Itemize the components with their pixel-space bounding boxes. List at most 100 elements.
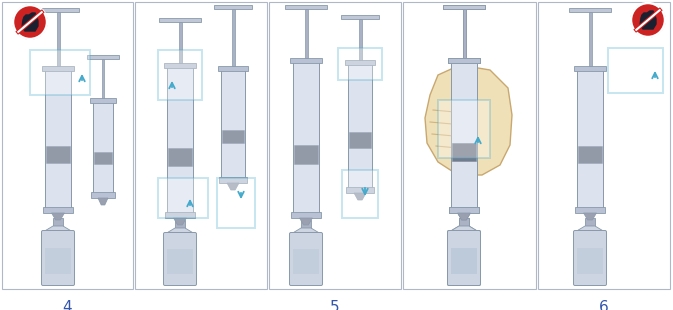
Text: 5: 5 [330, 300, 340, 310]
Bar [452, 143, 476, 161]
Polygon shape [165, 228, 195, 234]
Bar [585, 218, 595, 226]
Bar [451, 60, 477, 210]
FancyBboxPatch shape [164, 232, 197, 286]
Bar [158, 50, 202, 100]
Bar [214, 5, 252, 8]
Bar [538, 2, 670, 289]
Bar [588, 11, 592, 68]
Bar [269, 2, 401, 289]
Polygon shape [449, 226, 479, 232]
Bar [346, 187, 374, 193]
Bar [285, 5, 327, 8]
Bar [175, 220, 185, 228]
Bar [449, 207, 479, 213]
Bar [93, 100, 113, 195]
Bar [451, 60, 477, 210]
Bar [294, 145, 318, 164]
Bar [578, 146, 602, 163]
Bar [451, 248, 477, 274]
Polygon shape [174, 218, 186, 225]
Bar [94, 152, 112, 164]
Bar [291, 212, 321, 218]
Bar [345, 60, 375, 65]
Bar [452, 143, 476, 161]
Bar [444, 5, 485, 8]
Bar [42, 66, 74, 71]
Bar [57, 11, 59, 68]
Bar [462, 8, 466, 60]
Bar [438, 100, 490, 158]
Polygon shape [354, 193, 366, 200]
Bar [160, 18, 201, 21]
Bar [37, 8, 79, 11]
Bar [135, 2, 267, 289]
Bar [301, 220, 311, 228]
Bar [462, 8, 466, 60]
Bar [218, 66, 248, 71]
Polygon shape [583, 213, 596, 220]
Bar [221, 68, 245, 180]
Bar [53, 218, 63, 226]
Bar [569, 8, 611, 11]
Bar [43, 207, 73, 213]
Polygon shape [575, 226, 605, 232]
Bar [91, 192, 115, 198]
Polygon shape [640, 11, 656, 29]
Polygon shape [22, 13, 38, 31]
Bar [304, 8, 308, 60]
Bar [577, 68, 603, 210]
Bar [342, 170, 378, 218]
Bar [45, 248, 71, 274]
FancyBboxPatch shape [448, 231, 481, 286]
Polygon shape [291, 228, 321, 234]
Bar [90, 98, 116, 103]
Circle shape [13, 5, 47, 39]
Bar [575, 207, 605, 213]
Bar [87, 55, 119, 59]
Bar [449, 207, 479, 213]
Bar [348, 62, 372, 190]
Bar [403, 2, 536, 289]
Bar [448, 58, 480, 63]
Polygon shape [458, 213, 470, 220]
Bar [232, 8, 234, 68]
Bar [102, 59, 104, 100]
Bar [165, 212, 195, 218]
Bar [46, 146, 70, 163]
Bar [451, 248, 477, 274]
Bar [293, 249, 319, 274]
Bar [167, 65, 193, 215]
Polygon shape [449, 226, 479, 232]
Bar [359, 19, 361, 62]
Bar [459, 218, 469, 226]
Bar [338, 48, 382, 80]
Circle shape [631, 3, 665, 37]
Bar [608, 48, 663, 93]
Bar [577, 248, 603, 274]
FancyBboxPatch shape [573, 231, 606, 286]
Bar [178, 21, 182, 65]
Polygon shape [425, 65, 512, 175]
Polygon shape [43, 226, 73, 232]
Bar [164, 63, 196, 68]
Bar [222, 130, 244, 143]
Polygon shape [458, 213, 470, 220]
Polygon shape [98, 198, 108, 205]
Bar [448, 58, 480, 63]
Bar [168, 148, 192, 166]
Bar [167, 249, 193, 274]
Bar [293, 60, 319, 215]
FancyBboxPatch shape [289, 232, 322, 286]
FancyBboxPatch shape [42, 231, 75, 286]
Bar [444, 5, 485, 8]
Bar [219, 177, 247, 183]
Polygon shape [52, 213, 65, 220]
Bar [290, 58, 322, 63]
Text: 6: 6 [599, 300, 609, 310]
Bar [574, 66, 606, 71]
Text: 4: 4 [62, 300, 72, 310]
Bar [158, 178, 208, 218]
Polygon shape [299, 218, 312, 225]
Bar [217, 178, 255, 228]
